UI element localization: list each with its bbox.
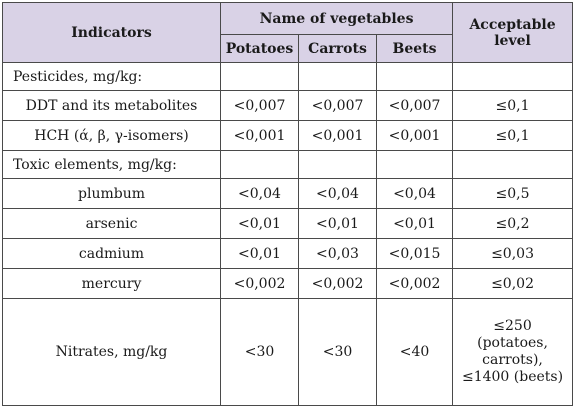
table-row: HCH (ά, β, γ-isomers) <0,001 <0,001 <0,0… [2, 120, 574, 151]
cell-potatoes [220, 62, 299, 91]
cell-beets: <0,04 [375, 178, 454, 209]
cell-carrots: <0,04 [298, 178, 377, 209]
header-beets: Beets [375, 34, 454, 63]
header-potatoes: Potatoes [220, 34, 299, 63]
cell-beets: <0,001 [375, 120, 454, 151]
cell-potatoes [220, 150, 299, 179]
cell-beets: <0,015 [375, 238, 454, 269]
cell-acceptable: ≤0,1 [452, 90, 574, 121]
cell-beets: <40 [375, 298, 454, 406]
table-row: Nitrates, mg/kg <30 <30 <40 ≤250 (potato… [2, 298, 574, 406]
row-label: Toxic elements, mg/kg: [2, 150, 221, 179]
cell-beets [375, 150, 454, 179]
cell-beets: <0,002 [375, 268, 454, 299]
row-label: plumbum [2, 178, 221, 209]
cell-potatoes: <30 [220, 298, 299, 406]
cell-potatoes: <0,007 [220, 90, 299, 121]
header-carrots: Carrots [298, 34, 377, 63]
header-acceptable-level: Acceptable level [452, 2, 574, 63]
cell-acceptable: ≤0,1 [452, 120, 574, 151]
table-row: arsenic <0,01 <0,01 <0,01 ≤0,2 [2, 208, 574, 239]
row-label: mercury [2, 268, 221, 299]
table-row: mercury <0,002 <0,002 <0,002 ≤0,02 [2, 268, 574, 299]
cell-beets: <0,007 [375, 90, 454, 121]
table-row: plumbum <0,04 <0,04 <0,04 ≤0,5 [2, 178, 574, 209]
cell-potatoes: <0,001 [220, 120, 299, 151]
table-row: DDT and its metabolites <0,007 <0,007 <0… [2, 90, 574, 121]
cell-carrots [298, 62, 377, 91]
cell-carrots: <30 [298, 298, 377, 406]
cell-acceptable: ≤0,5 [452, 178, 574, 209]
row-label: HCH (ά, β, γ-isomers) [2, 120, 221, 151]
cell-potatoes: <0,01 [220, 208, 299, 239]
row-label: cadmium [2, 238, 221, 269]
row-label: DDT and its metabolites [2, 90, 221, 121]
cell-carrots [298, 150, 377, 179]
cell-acceptable: ≤0,03 [452, 238, 574, 269]
cell-acceptable [452, 150, 574, 179]
header-indicators: Indicators [2, 2, 221, 63]
cell-acceptable: ≤0,2 [452, 208, 574, 239]
table-row: Pesticides, mg/kg: [2, 62, 574, 91]
cell-carrots: <0,03 [298, 238, 377, 269]
cell-acceptable: ≤250 (potatoes, carrots), ≤1400 (beets) [452, 298, 574, 406]
cell-carrots: <0,007 [298, 90, 377, 121]
cell-acceptable: ≤0,02 [452, 268, 574, 299]
table-row: cadmium <0,01 <0,03 <0,015 ≤0,03 [2, 238, 574, 269]
cell-potatoes: <0,01 [220, 238, 299, 269]
row-label: Nitrates, mg/kg [2, 298, 221, 406]
cell-carrots: <0,001 [298, 120, 377, 151]
cell-carrots: <0,01 [298, 208, 377, 239]
cell-beets [375, 62, 454, 91]
cell-potatoes: <0,04 [220, 178, 299, 209]
cell-potatoes: <0,002 [220, 268, 299, 299]
cell-acceptable [452, 62, 574, 91]
cell-carrots: <0,002 [298, 268, 377, 299]
header-vegetables-group: Name of vegetables [219, 2, 454, 35]
row-label: arsenic [2, 208, 221, 239]
row-label: Pesticides, mg/kg: [2, 62, 221, 91]
table-row: Toxic elements, mg/kg: [2, 150, 574, 179]
cell-beets: <0,01 [375, 208, 454, 239]
